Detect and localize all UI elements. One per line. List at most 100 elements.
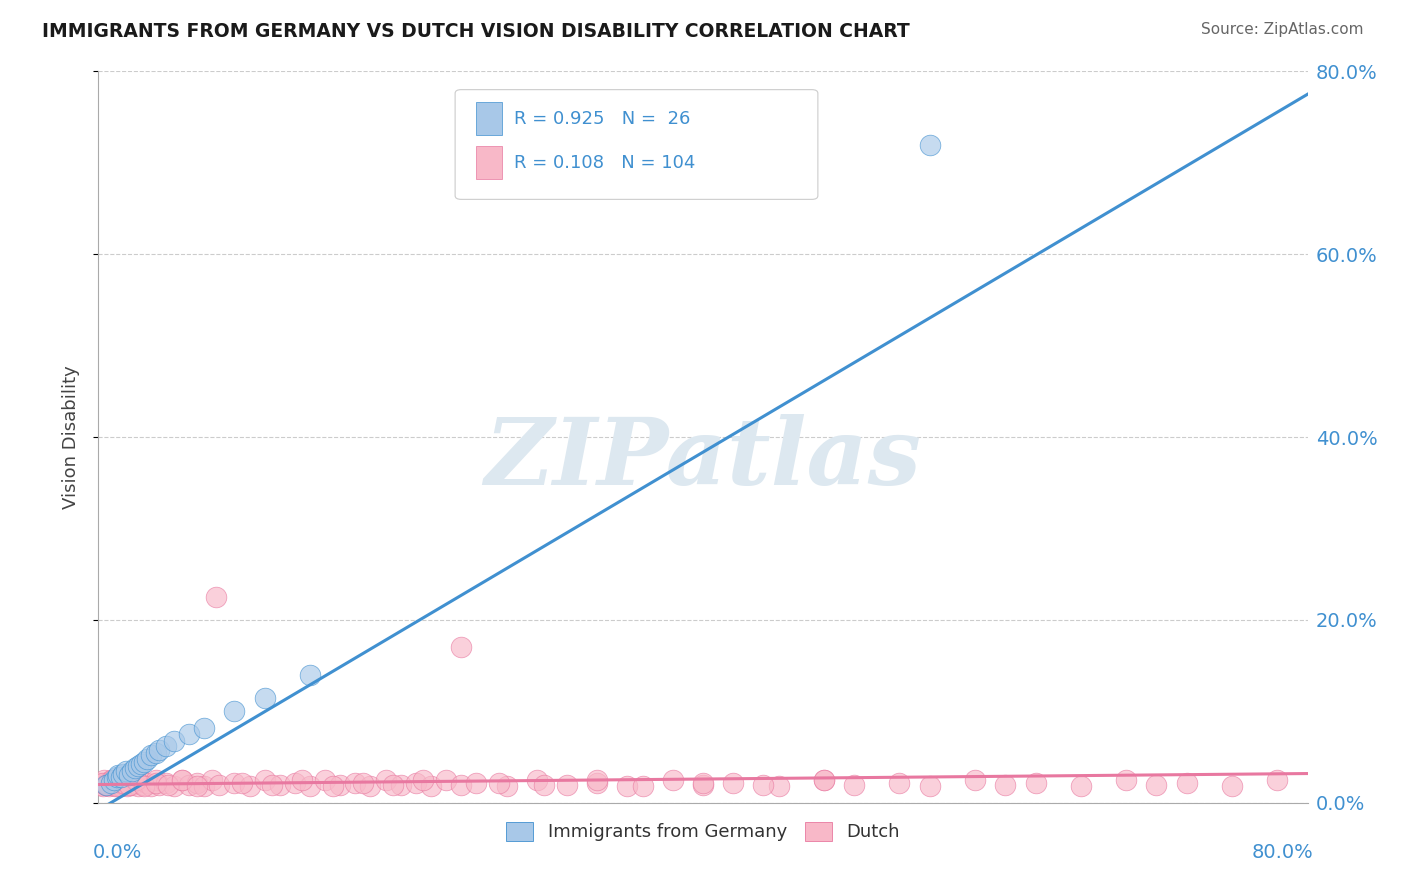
- Point: [101, 772, 124, 787]
- Point: [129, 757, 152, 772]
- Point: [127, 759, 149, 773]
- Point: [586, 775, 609, 789]
- Point: [127, 780, 149, 794]
- Point: [488, 775, 510, 789]
- Point: [374, 772, 396, 787]
- Point: [193, 721, 215, 735]
- Point: [450, 640, 472, 655]
- Point: [420, 780, 443, 794]
- Point: [994, 778, 1017, 792]
- Point: [224, 775, 246, 789]
- Point: [89, 778, 111, 792]
- Point: [94, 778, 117, 792]
- Point: [918, 780, 941, 794]
- Point: [179, 778, 201, 792]
- Point: [723, 775, 745, 789]
- Point: [94, 778, 117, 792]
- Point: [100, 772, 122, 787]
- FancyBboxPatch shape: [475, 146, 502, 179]
- Point: [155, 775, 177, 789]
- Point: [1267, 772, 1289, 787]
- Point: [253, 690, 276, 705]
- Point: [555, 778, 578, 792]
- Point: [752, 778, 775, 792]
- FancyBboxPatch shape: [475, 103, 502, 136]
- Point: [129, 772, 152, 787]
- Point: [145, 746, 167, 760]
- Point: [103, 775, 125, 789]
- Point: [118, 778, 141, 792]
- Point: [329, 778, 352, 792]
- Point: [269, 778, 291, 792]
- Text: ZIPatlas: ZIPatlas: [485, 414, 921, 504]
- Point: [98, 780, 121, 794]
- Point: [145, 775, 167, 789]
- Point: [110, 780, 132, 794]
- Point: [132, 780, 155, 794]
- Point: [224, 705, 246, 719]
- Point: [179, 727, 201, 741]
- Point: [186, 780, 208, 794]
- Point: [90, 775, 112, 789]
- Point: [135, 775, 157, 789]
- Point: [148, 743, 170, 757]
- Point: [96, 775, 118, 789]
- Text: 80.0%: 80.0%: [1251, 843, 1313, 862]
- Point: [465, 775, 488, 789]
- Text: 0.0%: 0.0%: [93, 843, 142, 862]
- Text: Source: ZipAtlas.com: Source: ZipAtlas.com: [1201, 22, 1364, 37]
- Point: [205, 590, 228, 604]
- Point: [105, 770, 128, 784]
- Point: [1220, 780, 1243, 794]
- Point: [412, 772, 434, 787]
- Point: [145, 772, 167, 787]
- Point: [118, 768, 141, 782]
- Point: [170, 772, 193, 787]
- Point: [1175, 775, 1198, 789]
- Point: [118, 772, 141, 787]
- Point: [208, 778, 231, 792]
- Point: [526, 772, 548, 787]
- Point: [692, 775, 714, 789]
- Point: [135, 752, 157, 766]
- Point: [132, 755, 155, 769]
- Point: [125, 772, 148, 787]
- Point: [186, 775, 208, 789]
- Point: [114, 775, 136, 789]
- Y-axis label: Vision Disability: Vision Disability: [62, 365, 80, 509]
- Point: [344, 775, 367, 789]
- Point: [163, 780, 186, 794]
- Point: [661, 772, 683, 787]
- Point: [1024, 775, 1046, 789]
- Point: [262, 778, 284, 792]
- Point: [156, 778, 179, 792]
- Point: [111, 772, 134, 787]
- Point: [965, 772, 987, 787]
- Point: [533, 778, 555, 792]
- Text: R = 0.108   N = 104: R = 0.108 N = 104: [515, 153, 696, 172]
- Point: [631, 780, 654, 794]
- Text: R = 0.925   N =  26: R = 0.925 N = 26: [515, 110, 690, 128]
- Point: [239, 780, 262, 794]
- Point: [201, 772, 224, 787]
- Point: [107, 768, 129, 782]
- Point: [132, 778, 155, 792]
- Point: [110, 770, 132, 784]
- Point: [299, 780, 322, 794]
- Point: [115, 780, 138, 794]
- Point: [495, 780, 517, 794]
- Point: [768, 780, 790, 794]
- Point: [284, 775, 307, 789]
- Point: [918, 137, 941, 152]
- Point: [1070, 780, 1092, 794]
- Point: [889, 775, 911, 789]
- Point: [163, 733, 186, 747]
- Point: [155, 739, 177, 753]
- Point: [813, 772, 835, 787]
- Point: [253, 772, 276, 787]
- Point: [108, 775, 131, 789]
- Point: [91, 780, 114, 794]
- Point: [114, 764, 136, 778]
- Point: [314, 772, 336, 787]
- Point: [107, 778, 129, 792]
